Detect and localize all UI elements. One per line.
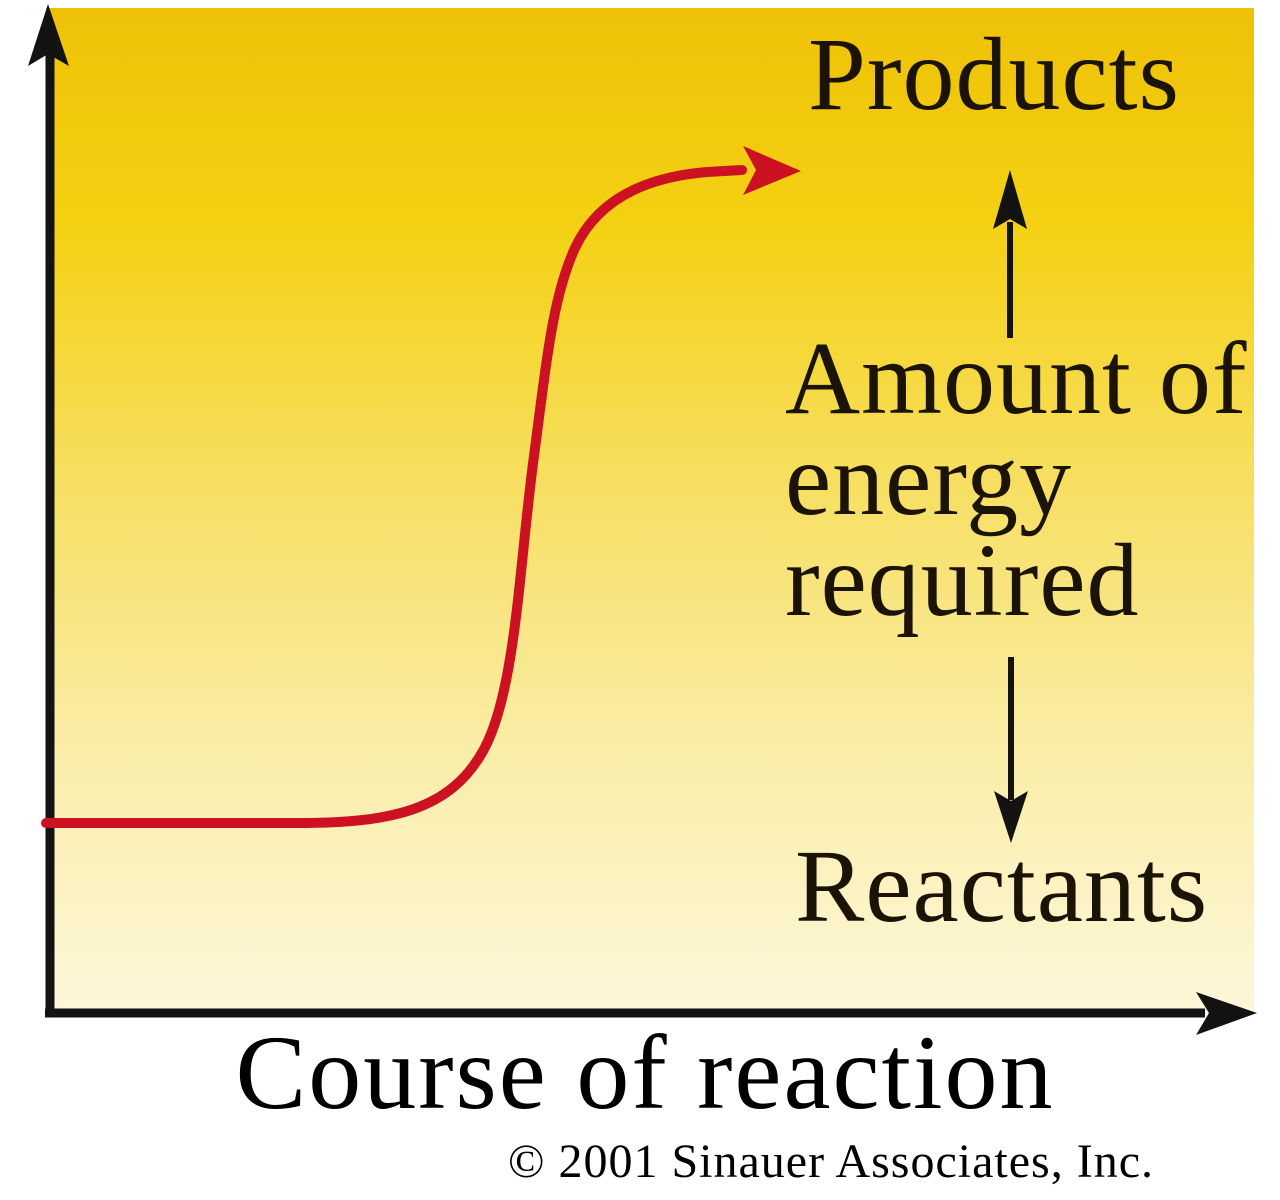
copyright-notice: © 2001 Sinauer Associates, Inc. — [508, 1135, 1155, 1188]
products-label: Products — [808, 17, 1180, 132]
x-axis-title: Course of reaction — [235, 1014, 1055, 1131]
reactants-label: Reactants — [795, 829, 1209, 944]
energy-required-label: Amount of energy required — [785, 321, 1248, 638]
